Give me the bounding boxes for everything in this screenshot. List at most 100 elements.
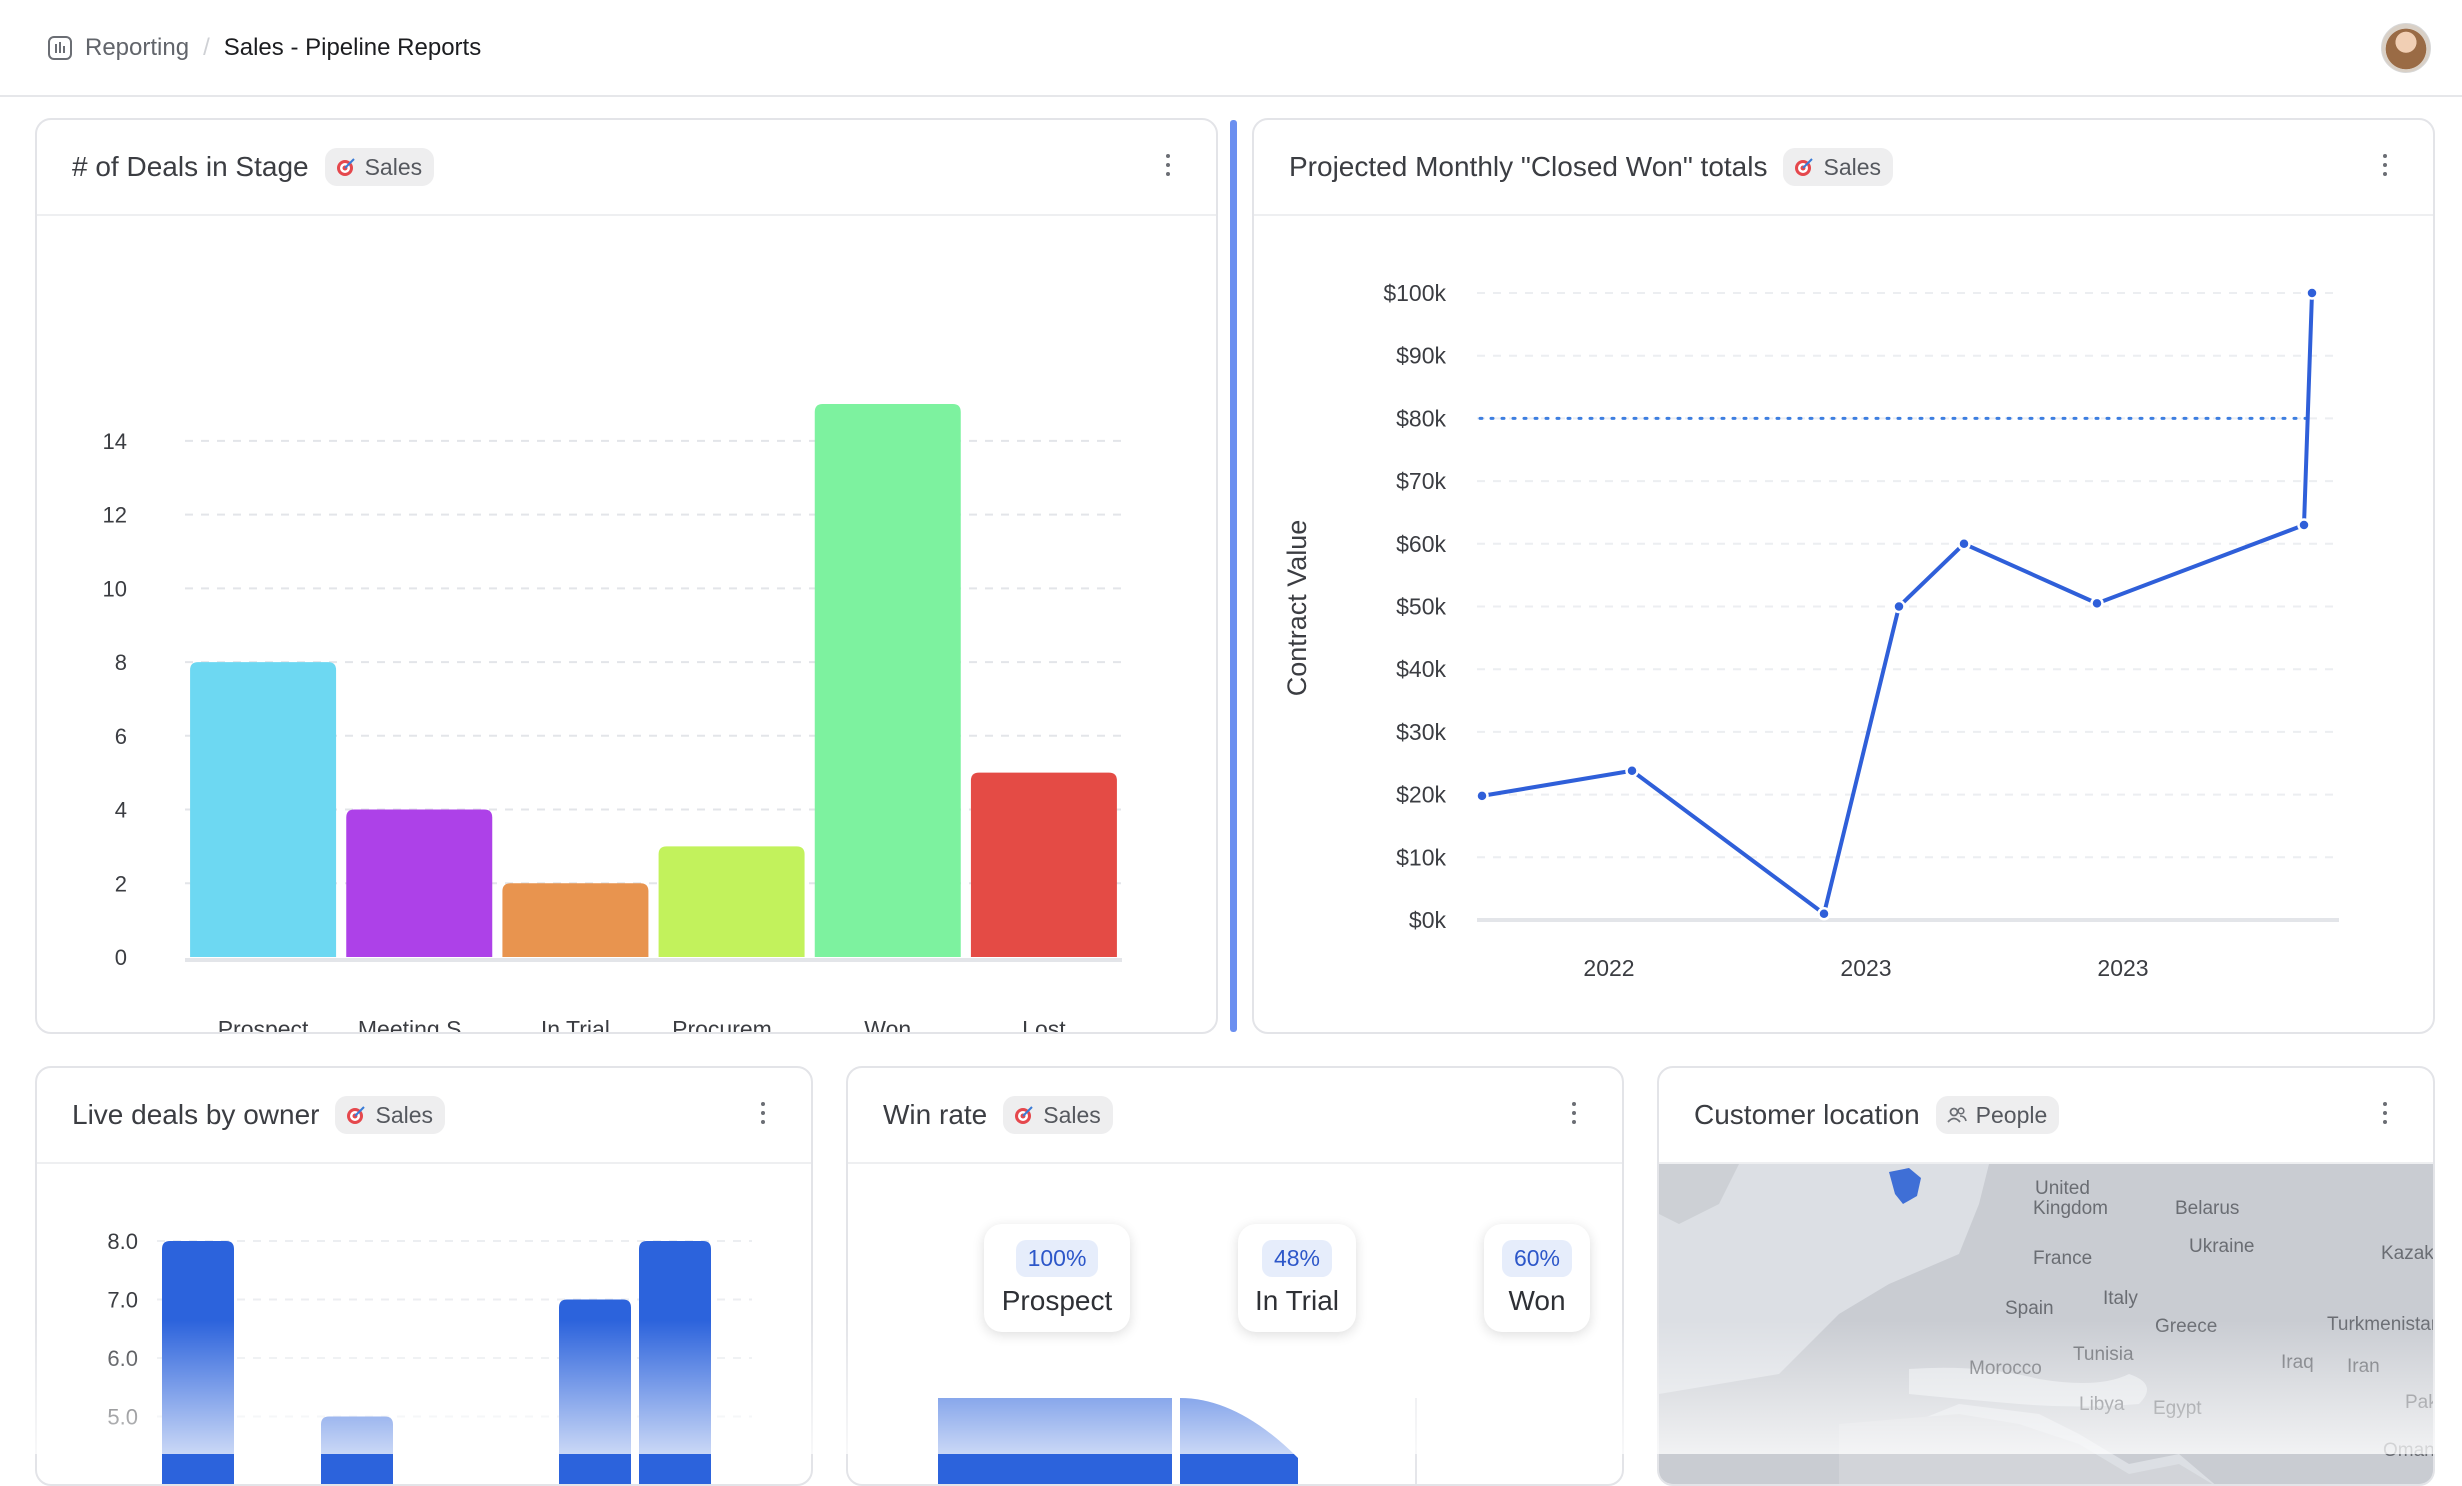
y-tick-label: $60k (1396, 531, 1446, 557)
map-country-label: Tunisia (2073, 1344, 2134, 1365)
map-country-label: Kazak (2381, 1243, 2434, 1264)
funnel-transition (1180, 1398, 1298, 1486)
map-country-label: Iran (2347, 1356, 2380, 1377)
card-menu-button[interactable] (1164, 154, 1172, 180)
sales-tag[interactable]: Sales (1003, 1096, 1113, 1134)
y-tick-label: 10 (103, 576, 127, 601)
breadcrumb-parent[interactable]: Reporting (85, 34, 189, 62)
bar[interactable] (639, 1241, 711, 1486)
bar[interactable] (815, 404, 961, 957)
x-tick-label: 2023 (2097, 955, 2148, 981)
x-tick-label: Won (864, 1016, 911, 1034)
card-title: # of Deals in Stage (72, 151, 309, 183)
map-country-label: Egypt (2153, 1398, 2202, 1419)
stage-name: In Trial (1255, 1285, 1339, 1317)
bar[interactable] (502, 883, 648, 957)
y-tick-label: 5.0 (107, 1405, 138, 1430)
y-tick-label: 8 (115, 650, 127, 675)
x-tick-label: 2023 (1840, 955, 1891, 981)
card-title: Win rate (883, 1099, 987, 1131)
y-tick-label: 0 (115, 945, 127, 970)
y-tick-label: 12 (103, 503, 127, 528)
tag-label: Sales (375, 1102, 433, 1129)
y-tick-label: $90k (1396, 343, 1446, 369)
card-title: Projected Monthly "Closed Won" totals (1289, 151, 1767, 183)
tag-label: Sales (365, 154, 423, 181)
data-point[interactable] (1627, 765, 1638, 776)
card-header: Win rate Sales (848, 1068, 1622, 1164)
breadcrumb-separator: / (203, 34, 210, 62)
stage-pill-in-trial[interactable]: 48% In Trial (1238, 1224, 1356, 1332)
map-country-label: Paki (2405, 1392, 2435, 1413)
y-tick-label: $50k (1396, 594, 1446, 620)
data-point[interactable] (1477, 790, 1488, 801)
bar[interactable] (346, 810, 492, 957)
data-point[interactable] (2092, 598, 2103, 609)
data-point[interactable] (1894, 601, 1905, 612)
card-menu-button[interactable] (2381, 1102, 2389, 1128)
people-icon (1946, 1104, 1968, 1126)
projected-line-chart: $0k$10k$20k$30k$40k$50k$60k$70k$80k$90k$… (1254, 216, 2435, 1034)
tag-label: People (1976, 1102, 2048, 1129)
bar[interactable] (190, 662, 336, 957)
y-tick-label: $30k (1396, 719, 1446, 745)
tag-label: Sales (1043, 1102, 1101, 1129)
funnel-chart (848, 1368, 1624, 1486)
stage-name: Prospect (1002, 1285, 1113, 1317)
stage-win-rate: 48% (1262, 1240, 1332, 1277)
bar[interactable] (321, 1417, 393, 1486)
stage-win-rate: 60% (1502, 1240, 1572, 1277)
card-header: Live deals by owner Sales (37, 1068, 811, 1164)
card-menu-button[interactable] (1570, 1102, 1578, 1128)
bar[interactable] (559, 1300, 631, 1486)
y-tick-label: $70k (1396, 468, 1446, 494)
resize-handle[interactable] (1230, 120, 1237, 1032)
y-tick-label: $40k (1396, 656, 1446, 682)
stage-pill-prospect[interactable]: 100% Prospect (984, 1224, 1130, 1332)
y-tick-label: $80k (1396, 405, 1446, 431)
owner-bar-chart: 8.07.06.05.0 (37, 1164, 813, 1486)
data-point[interactable] (2299, 519, 2310, 530)
map-country-label: Iraq (2281, 1352, 2314, 1373)
projected-closed-won-card: Projected Monthly "Closed Won" totals Sa… (1252, 118, 2435, 1034)
stage-pill-won[interactable]: 60% Won (1484, 1224, 1590, 1332)
sales-tag[interactable]: Sales (335, 1096, 445, 1134)
y-tick-label: $20k (1396, 782, 1446, 808)
sales-tag[interactable]: Sales (325, 148, 435, 186)
bar[interactable] (162, 1241, 234, 1486)
map-country-label: Belarus (2175, 1198, 2239, 1219)
data-point[interactable] (2307, 288, 2318, 299)
y-tick-label: 2 (115, 871, 127, 896)
card-menu-button[interactable] (2381, 154, 2389, 180)
tag-label: Sales (1823, 154, 1881, 181)
avatar[interactable] (2381, 23, 2431, 73)
bar[interactable] (971, 773, 1117, 957)
map-country-label: Italy (2103, 1288, 2138, 1309)
y-tick-label: 8.0 (107, 1229, 138, 1254)
y-tick-label: 6 (115, 724, 127, 749)
data-point[interactable] (1959, 538, 1970, 549)
bar[interactable] (659, 846, 805, 957)
breadcrumb-current: Sales - Pipeline Reports (224, 34, 481, 62)
x-tick-label: Meeting S... (358, 1016, 481, 1034)
map-country-label: Ukraine (2189, 1236, 2254, 1257)
map-country-label: Oman (2383, 1440, 2435, 1461)
win-rate-card: Win rate Sales 100% Prospect 48% In Tria… (846, 1066, 1624, 1486)
data-point[interactable] (1819, 908, 1830, 919)
card-title: Customer location (1694, 1099, 1920, 1131)
x-tick-label: 2022 (1583, 955, 1634, 981)
people-tag[interactable]: People (1936, 1096, 2060, 1134)
funnel-bar-prospect (938, 1398, 1172, 1486)
y-tick-label: 7.0 (107, 1288, 138, 1313)
card-menu-button[interactable] (759, 1102, 767, 1128)
target-icon (1793, 156, 1815, 178)
map-country-label: Libya (2079, 1394, 2125, 1415)
sales-tag[interactable]: Sales (1783, 148, 1893, 186)
target-icon (335, 156, 357, 178)
card-header: Projected Monthly "Closed Won" totals Sa… (1254, 120, 2433, 216)
